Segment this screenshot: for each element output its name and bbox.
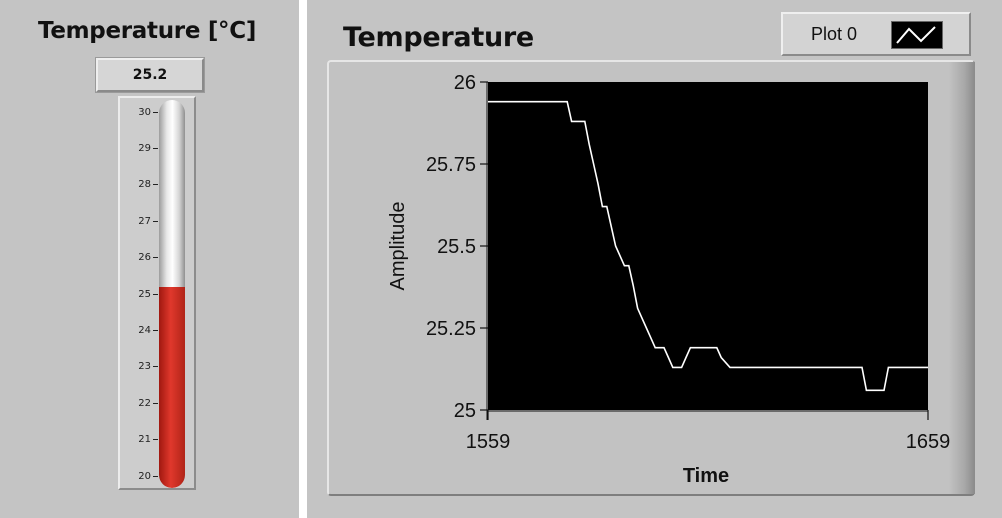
y-axis: 26 25.75 25.5 25.25 25 xyxy=(426,72,488,422)
thermometer-tick-label: 23 xyxy=(126,361,158,373)
thermometer-tick-label: 20 xyxy=(126,470,158,482)
thermometer-tick-label: 29 xyxy=(126,142,158,154)
y-tick-label: 25.75 xyxy=(426,154,476,176)
y-tick-label: 25 xyxy=(454,400,476,422)
x-tick-label: 1559 xyxy=(466,431,511,453)
thermometer-tube[interactable] xyxy=(159,100,185,488)
thermometer-tick-label: 26 xyxy=(126,252,158,264)
y-axis-label: Amplitude xyxy=(387,202,409,291)
thermometer-tick-label: 25 xyxy=(126,288,158,300)
thermometer-tick-label: 27 xyxy=(126,215,158,227)
thermometer-value-display[interactable]: 25.2 xyxy=(95,57,205,93)
thermometer-tick-label: 28 xyxy=(126,179,158,191)
x-axis-label: Time xyxy=(683,465,729,487)
thermometer-fill xyxy=(159,286,185,488)
y-tick-label: 25.25 xyxy=(426,318,476,340)
x-axis: 1559 1659 xyxy=(466,410,951,453)
thermometer-tick-label: 22 xyxy=(126,397,158,409)
legend-line-swatch-icon[interactable] xyxy=(891,21,943,49)
series-plot-0-line xyxy=(488,100,928,392)
thermometer-tick-label: 30 xyxy=(126,106,158,118)
y-tick-label: 25.5 xyxy=(437,236,476,258)
legend-label: Plot 0 xyxy=(811,24,858,44)
plot-area[interactable] xyxy=(488,82,928,410)
x-tick-label: 1659 xyxy=(906,431,951,453)
thermometer-title: Temperature [°C] xyxy=(38,18,257,44)
plot-legend[interactable]: Plot 0 xyxy=(781,12,971,56)
chart-title: Temperature xyxy=(343,22,534,53)
thermometer-tick-label: 24 xyxy=(126,324,158,336)
y-tick-label: 26 xyxy=(454,72,476,94)
thermometer-tick-label: 21 xyxy=(126,434,158,446)
